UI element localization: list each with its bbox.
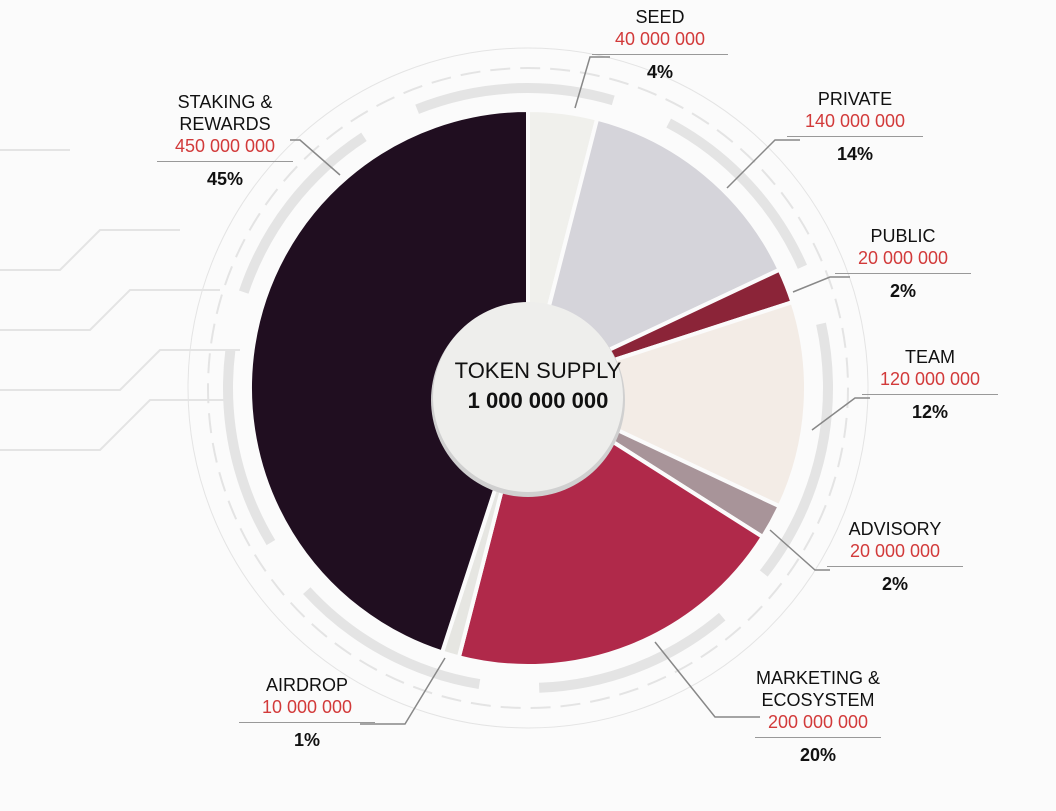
leader-line: [792, 276, 850, 293]
category-name: TEAM: [904, 347, 955, 367]
amount: 200 000 000: [755, 711, 881, 738]
leader-lines: [290, 56, 870, 725]
pie-slice: [248, 107, 530, 655]
leader-line: [290, 139, 341, 176]
percent: 12%: [911, 402, 949, 422]
pie-slice: [522, 299, 808, 510]
background-decoration: [0, 47, 869, 729]
center-label: TOKEN SUPPLY 1 000 000 000: [438, 356, 638, 416]
percent: 2%: [881, 574, 908, 594]
percent: 2%: [889, 281, 916, 301]
slice-label: AIRDROP 10 000 000 1%: [227, 674, 387, 751]
percent: 14%: [836, 144, 874, 164]
slice-label: SEED 40 000 000 4%: [580, 6, 740, 83]
leader-line: [811, 397, 870, 431]
leader-line: [769, 529, 830, 571]
slice-label: STAKING & REWARDS 450 000 000 45%: [145, 91, 305, 190]
leader-line: [574, 56, 610, 109]
category-name: PRIVATE: [817, 89, 893, 109]
pie-slice: [525, 116, 783, 392]
amount: 20 000 000: [835, 247, 971, 274]
pie: [248, 107, 808, 668]
category-name: AIRDROP: [265, 675, 348, 695]
slice-label: PRIVATE 140 000 000 14%: [775, 88, 935, 165]
amount: 120 000 000: [862, 368, 998, 395]
total: 1 000 000 000: [467, 388, 609, 413]
slice-label: MARKETING & ECOSYSTEM 200 000 000 20%: [743, 667, 893, 766]
percent: 4%: [646, 62, 673, 82]
leader-line: [726, 139, 800, 189]
category-name: ADVISORY: [848, 519, 942, 539]
category-name: MARKETING & ECOSYSTEM: [755, 668, 880, 710]
amount: 450 000 000: [157, 135, 293, 162]
percent: 45%: [206, 169, 244, 189]
amount: 140 000 000: [787, 110, 923, 137]
category-name: STAKING & REWARDS: [177, 92, 273, 134]
amount: 20 000 000: [827, 540, 963, 567]
center-circle: [433, 302, 623, 492]
percent: 1%: [293, 730, 320, 750]
amount: 10 000 000: [239, 696, 375, 723]
slice-label: ADVISORY 20 000 000 2%: [815, 518, 975, 595]
center-title: TOKEN SUPPLY: [454, 358, 622, 383]
leader-line: [654, 641, 760, 718]
leader-line: [360, 657, 446, 725]
category-name: SEED: [635, 7, 685, 27]
percent: 20%: [799, 745, 837, 765]
slice-label: PUBLIC 20 000 000 2%: [823, 225, 983, 302]
slice-label: TEAM 120 000 000 12%: [850, 346, 1010, 423]
category-name: PUBLIC: [870, 226, 936, 246]
amount: 40 000 000: [592, 28, 728, 55]
